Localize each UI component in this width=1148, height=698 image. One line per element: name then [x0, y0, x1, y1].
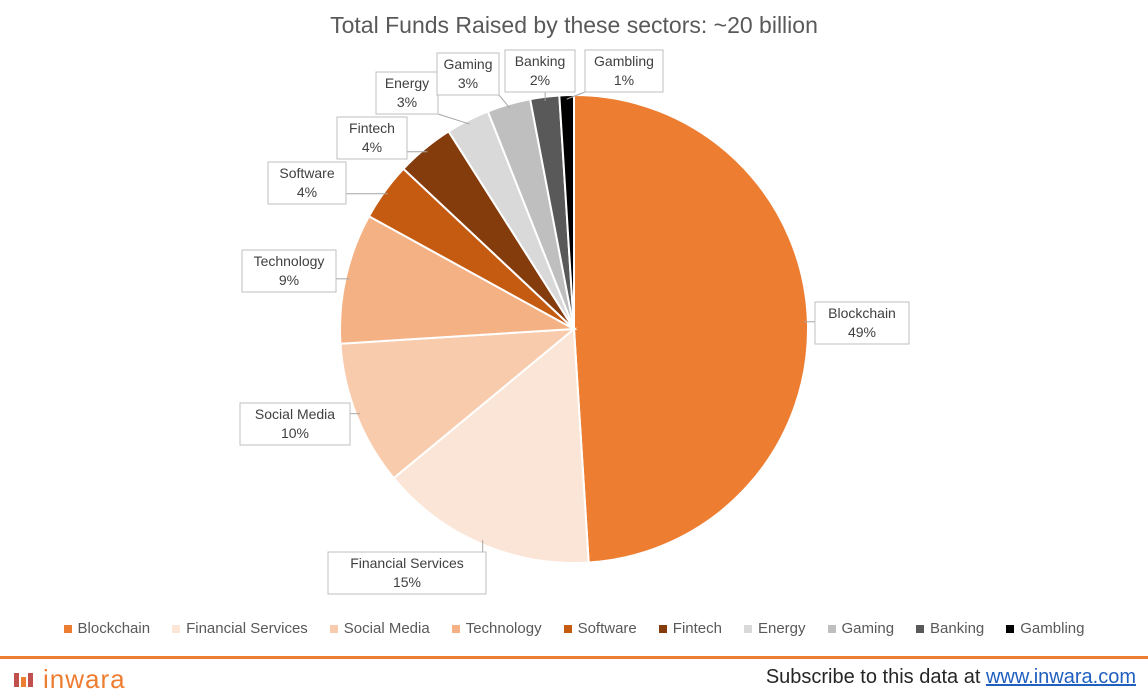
legend-item-social-media: Social Media	[329, 620, 430, 637]
slice-value-social-media: 10%	[281, 425, 309, 441]
slice-value-financial-services: 15%	[393, 574, 421, 590]
legend-swatch-gambling	[1006, 624, 1015, 633]
slice-label-financial-services: Financial Services	[350, 555, 464, 571]
pie-slice-technology	[339, 214, 578, 345]
legend-item-technology: Technology	[451, 620, 542, 637]
callout-box-energy	[375, 71, 439, 115]
legend-label-financial-services: Financial Services	[186, 620, 308, 637]
legend-swatch-financial-services	[172, 624, 181, 633]
callout-box-gaming	[436, 52, 500, 96]
footer-divider	[0, 656, 1148, 659]
chart-title: Total Funds Raised by these sectors: ~20…	[330, 12, 818, 38]
legend-item-energy: Energy	[743, 620, 806, 637]
legend-item-gaming: Gaming	[827, 620, 895, 637]
pie-chart: Blockchain 49% Financial Services 15% Social…	[239, 49, 910, 595]
legend-swatch-blockchain	[63, 624, 72, 633]
chart-legend: Blockchain Financial Services Social Media…	[0, 620, 1148, 637]
subscribe-note: Subscribe to this data at www.inwara.com	[766, 666, 1136, 689]
pie-slice-social-media	[339, 327, 578, 480]
callout-gaming: Gaming 3%	[436, 52, 511, 109]
slice-value-gambling: 1%	[614, 72, 634, 88]
slice-value-energy: 3%	[397, 94, 417, 110]
legend-label-technology: Technology	[465, 620, 542, 637]
legend-item-banking: Banking	[916, 620, 984, 637]
slice-label-technology: Technology	[254, 253, 325, 269]
slice-value-blockchain: 49%	[848, 324, 876, 340]
slice-label-fintech: Fintech	[349, 120, 395, 136]
callout-box-fintech	[336, 116, 408, 160]
pie-slice-gambling	[558, 93, 575, 330]
slice-label-social-media: Social Media	[255, 406, 335, 422]
slice-value-gaming: 3%	[458, 75, 478, 91]
callout-banking: Banking 2%	[504, 49, 576, 101]
legend-swatch-social-media	[329, 624, 338, 633]
slice-label-energy: Energy	[385, 75, 429, 91]
callout-box-gambling	[584, 49, 664, 93]
callout-fintech: Fintech 4%	[336, 116, 428, 160]
inwara-logo-icon	[14, 672, 33, 687]
legend-item-blockchain: Blockchain	[63, 620, 151, 637]
legend-swatch-fintech	[658, 624, 667, 633]
legend-item-gambling: Gambling	[1006, 620, 1084, 637]
leader-line-gambling	[566, 91, 586, 100]
brand-name: inwara	[43, 664, 126, 694]
legend-swatch-technology	[451, 624, 460, 633]
slice-label-banking: Banking	[515, 53, 566, 69]
callout-blockchain: Blockchain 49%	[803, 301, 910, 345]
slice-value-fintech: 4%	[362, 139, 382, 155]
slice-value-software: 4%	[297, 184, 317, 200]
legend-label-banking: Banking	[930, 620, 985, 637]
legend-label-software: Software	[577, 620, 637, 637]
callout-box-software	[267, 161, 347, 205]
legend-label-gambling: Gambling	[1020, 620, 1085, 637]
brand-logo: inwara	[14, 664, 126, 695]
callout-software: Software 4%	[267, 161, 388, 205]
callout-box-technology	[241, 249, 337, 293]
slice-label-blockchain: Blockchain	[828, 305, 896, 321]
legend-swatch-software	[563, 624, 572, 633]
legend-label-social-media: Social Media	[343, 620, 430, 637]
pie-slice-financial-services	[392, 326, 590, 564]
callout-box-social-media	[239, 402, 351, 446]
subscribe-text: Subscribe to this data at	[765, 666, 986, 688]
legend-swatch-energy	[743, 624, 752, 633]
legend-swatch-gaming	[827, 624, 836, 633]
callout-box-banking	[504, 49, 576, 93]
callout-social-media: Social Media 10%	[239, 402, 361, 446]
callout-box-financial-services	[327, 551, 487, 595]
leader-line-energy	[437, 113, 470, 125]
callout-financial-services: Financial Services 15%	[327, 540, 487, 595]
callout-box-blockchain	[814, 301, 910, 345]
subscribe-link[interactable]: www.inwara.com	[985, 666, 1136, 688]
legend-label-energy: Energy	[757, 620, 806, 637]
slice-label-software: Software	[279, 165, 334, 181]
callout-technology: Technology 9%	[241, 249, 350, 293]
legend-label-fintech: Fintech	[672, 620, 722, 637]
legend-item-fintech: Fintech	[658, 620, 722, 637]
legend-item-software: Software	[563, 620, 637, 637]
legend-label-blockchain: Blockchain	[77, 620, 151, 637]
slice-label-gambling: Gambling	[594, 53, 654, 69]
slice-value-banking: 2%	[530, 72, 550, 88]
callout-gambling: Gambling 1%	[566, 49, 664, 100]
slice-label-gaming: Gaming	[443, 56, 492, 72]
pie-slice-blockchain	[573, 93, 809, 564]
slice-value-technology: 9%	[279, 272, 299, 288]
callout-energy: Energy 3%	[375, 71, 470, 125]
legend-label-gaming: Gaming	[841, 620, 895, 637]
legend-swatch-banking	[916, 624, 925, 633]
legend-item-financial-services: Financial Services	[172, 620, 308, 637]
leader-line-gaming	[498, 94, 511, 109]
